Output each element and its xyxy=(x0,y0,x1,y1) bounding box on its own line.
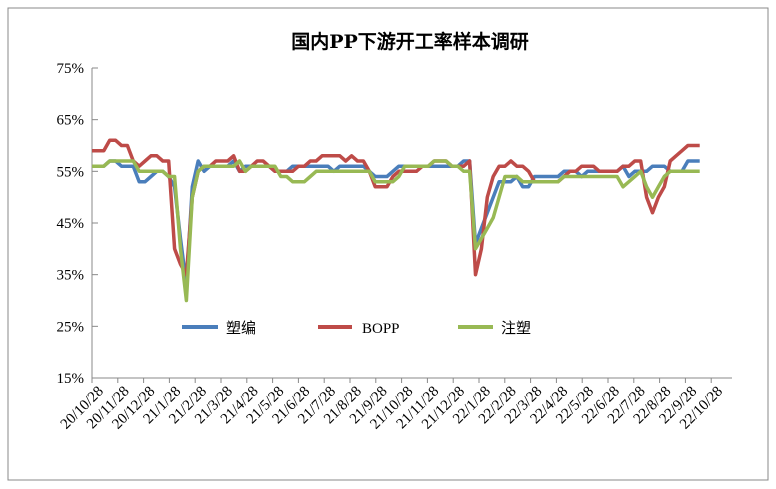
y-tick-label: 65% xyxy=(57,113,85,129)
series-lines xyxy=(91,138,700,303)
series-points-2 xyxy=(91,160,700,301)
series-points-1 xyxy=(91,140,700,275)
y-tick-label: 75% xyxy=(57,61,85,77)
legend-label-2: 注塑 xyxy=(501,319,531,337)
y-tick-label: 15% xyxy=(57,371,85,387)
y-tick-label: 55% xyxy=(57,164,85,180)
legend-label-1: BOPP xyxy=(362,321,400,337)
legend-label-0: 塑编 xyxy=(226,319,256,337)
y-tick-label: 25% xyxy=(57,319,85,335)
y-tick-label: 45% xyxy=(57,216,85,232)
y-axis: 15% 25% 35% 45% 55% 65% 75% xyxy=(57,61,98,387)
y-tick-label: 35% xyxy=(57,268,85,284)
series-line-2 xyxy=(92,159,700,303)
chart-border xyxy=(7,7,769,481)
legend: 塑编 BOPP 注塑 xyxy=(182,319,531,337)
chart-title: 国内PP下游开工率样本调研 xyxy=(291,30,529,53)
